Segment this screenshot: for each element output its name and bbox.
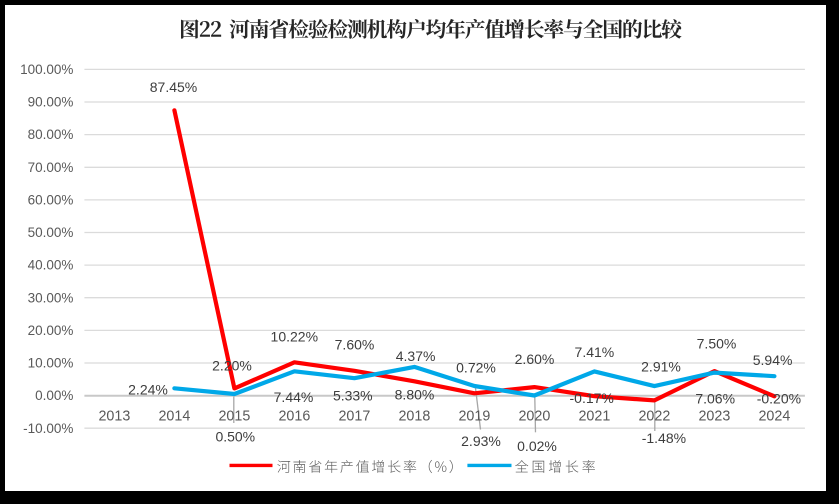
svg-text:-0.17%: -0.17%	[570, 390, 614, 406]
svg-text:2.24%: 2.24%	[128, 381, 168, 397]
svg-text:2013: 2013	[98, 409, 130, 425]
svg-text:2020: 2020	[518, 409, 550, 425]
svg-text:7.41%: 7.41%	[575, 344, 615, 360]
svg-text:10.22%: 10.22%	[271, 329, 318, 345]
svg-text:0.02%: 0.02%	[517, 438, 557, 454]
svg-text:2022: 2022	[638, 409, 670, 425]
svg-text:2015: 2015	[218, 409, 250, 425]
svg-text:7.44%: 7.44%	[274, 389, 314, 405]
svg-text:80.00%: 80.00%	[28, 127, 74, 142]
svg-text:2.93%: 2.93%	[461, 433, 501, 449]
svg-text:100.00%: 100.00%	[20, 62, 73, 77]
svg-text:0.00%: 0.00%	[35, 388, 73, 403]
svg-text:50.00%: 50.00%	[28, 225, 74, 240]
svg-text:2014: 2014	[158, 409, 190, 425]
svg-text:7.60%: 7.60%	[335, 337, 375, 353]
svg-text:5.33%: 5.33%	[333, 388, 373, 404]
svg-text:-0.20%: -0.20%	[757, 390, 801, 406]
svg-text:8.80%: 8.80%	[395, 387, 435, 403]
svg-text:2018: 2018	[398, 409, 430, 425]
svg-text:2016: 2016	[278, 409, 310, 425]
svg-text:2023: 2023	[698, 409, 730, 425]
svg-text:2.60%: 2.60%	[515, 351, 555, 367]
svg-text:0.50%: 0.50%	[215, 429, 255, 445]
svg-text:2021: 2021	[578, 409, 610, 425]
svg-text:10.00%: 10.00%	[28, 356, 74, 371]
svg-text:7.06%: 7.06%	[695, 390, 735, 406]
svg-text:2024: 2024	[758, 409, 790, 425]
svg-text:5.94%: 5.94%	[753, 352, 793, 368]
svg-text:2.91%: 2.91%	[641, 359, 681, 375]
svg-text:7.50%: 7.50%	[697, 336, 737, 352]
svg-text:30.00%: 30.00%	[28, 290, 74, 305]
svg-text:-10.00%: -10.00%	[23, 421, 73, 436]
svg-text:4.37%: 4.37%	[396, 348, 436, 364]
svg-text:70.00%: 70.00%	[28, 160, 74, 175]
svg-text:20.00%: 20.00%	[28, 323, 74, 338]
svg-text:2017: 2017	[338, 409, 370, 425]
svg-text:90.00%: 90.00%	[28, 95, 74, 110]
svg-text:87.45%: 87.45%	[150, 79, 197, 95]
svg-text:-1.48%: -1.48%	[642, 430, 686, 446]
svg-text:0.72%: 0.72%	[456, 359, 496, 375]
svg-text:40.00%: 40.00%	[28, 258, 74, 273]
svg-text:60.00%: 60.00%	[28, 193, 74, 208]
svg-text:2.20%: 2.20%	[212, 358, 252, 374]
svg-text:2019: 2019	[458, 409, 490, 425]
